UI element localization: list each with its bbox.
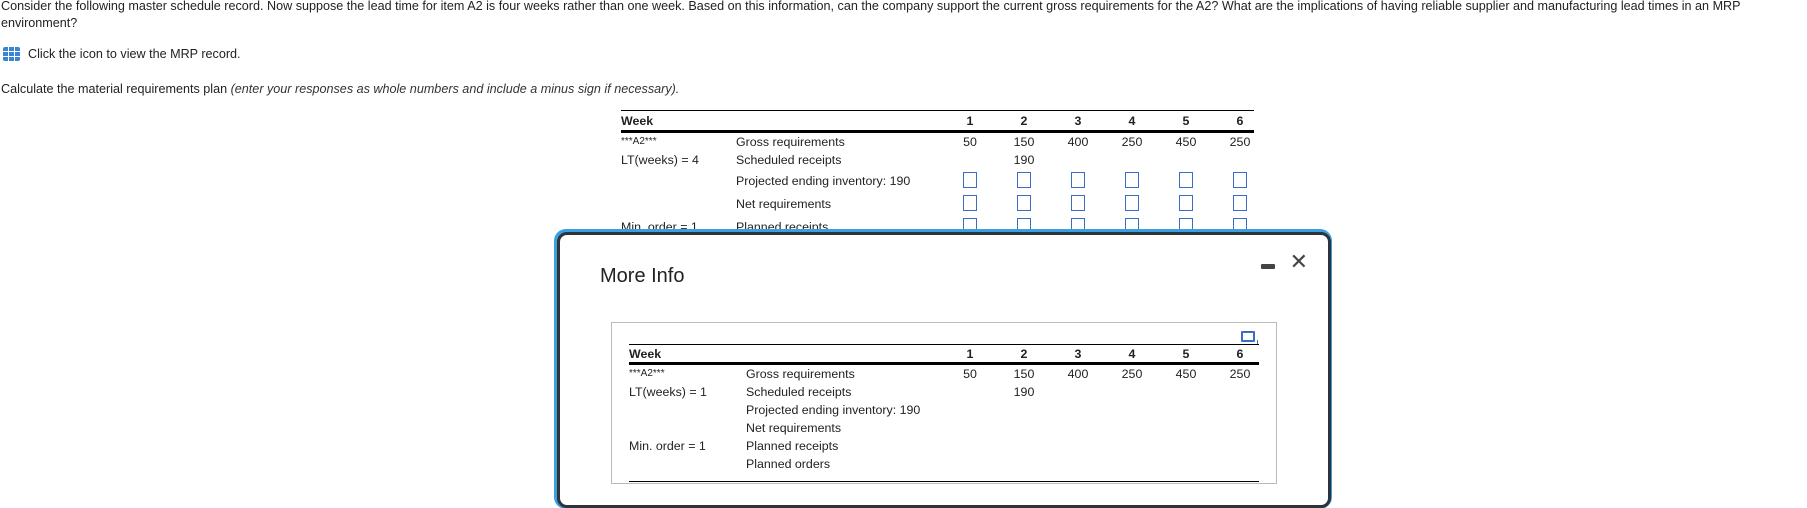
cell: 150 [1013,367,1035,381]
cell: 190 [1013,385,1035,399]
row-label: Planned receipts [746,439,839,453]
projected-input-week-3[interactable] [1071,172,1085,188]
net-input-week-6[interactable] [1233,195,1247,211]
week-1: 1 [966,347,974,361]
net-input-week-4[interactable] [1125,195,1139,211]
projected-input-week-2[interactable] [1017,172,1031,188]
week-2: 2 [1020,347,1028,361]
week-6: 6 [1236,114,1244,128]
week-4: 4 [1128,114,1136,128]
cell: 400 [1067,367,1089,381]
popout-icon[interactable] [1241,331,1258,345]
min-order: Min. order = 1 [621,220,698,234]
divider [621,130,1254,133]
divider [629,362,1259,365]
cell: 250 [1229,135,1251,149]
lead-time: LT(weeks) = 1 [629,385,707,399]
cell: 250 [1121,367,1143,381]
modal-title: More Info [600,265,685,287]
item-name: ***A2*** [629,368,665,379]
more-info-modal: More Info ✕ Week 1 2 3 4 5 6 ***A2*** Gr… [557,232,1331,508]
close-icon[interactable]: ✕ [1289,249,1308,274]
divider [621,110,1254,111]
row-label: Planned orders [746,457,831,471]
cell: 400 [1067,135,1089,149]
row-label: Projected ending inventory: 190 [736,174,911,188]
row-label: Net requirements [746,421,842,435]
week-2: 2 [1020,114,1028,128]
week-3: 3 [1074,114,1082,128]
lead-time: LT(weeks) = 4 [621,153,699,167]
projected-input-week-6[interactable] [1233,172,1247,188]
cell: 190 [1013,153,1035,167]
row-label: Gross requirements [746,367,855,381]
cell: 50 [963,367,977,381]
view-mrp-record-link[interactable]: Click the icon to view the MRP record. [3,47,241,61]
week-5: 5 [1182,114,1190,128]
row-label: Net requirements [736,197,832,211]
table-grid-icon[interactable] [3,47,20,61]
row-label: Gross requirements [736,135,845,149]
week-3: 3 [1074,347,1082,361]
net-input-week-5[interactable] [1179,195,1193,211]
week-label: Week [629,347,662,361]
week-6: 6 [1236,347,1244,361]
net-input-week-3[interactable] [1071,195,1085,211]
mrp-record-panel: Week 1 2 3 4 5 6 ***A2*** Gross requirem… [611,322,1277,484]
instructions-hint: (enter your responses as whole numbers a… [230,82,680,96]
projected-input-week-4[interactable] [1125,172,1139,188]
projected-input-week-5[interactable] [1179,172,1193,188]
week-5: 5 [1182,347,1190,361]
mrp-link-label: Click the icon to view the MRP record. [28,47,241,61]
minimize-icon[interactable] [1261,264,1275,269]
question-text: Consider the following master schedule r… [1,0,1741,30]
week-1: 1 [966,114,974,128]
instructions: Calculate the material requirements plan… [1,82,679,96]
min-order: Min. order = 1 [629,439,706,453]
cell: 250 [1229,367,1251,381]
row-label: Projected ending inventory: 190 [746,403,921,417]
projected-input-week-1[interactable] [963,172,977,188]
week-label: Week [621,114,654,128]
week-4: 4 [1128,347,1136,361]
row-label: Planned receipts [736,220,829,234]
cell: 150 [1013,135,1035,149]
net-input-week-1[interactable] [963,195,977,211]
cell: 250 [1121,135,1143,149]
instructions-main: Calculate the material requirements plan [1,82,231,96]
net-input-week-2[interactable] [1017,195,1031,211]
cell: 450 [1175,367,1197,381]
divider [629,481,1259,482]
row-label: Scheduled receipts [736,153,842,167]
cell: 450 [1175,135,1197,149]
item-name: ***A2*** [621,136,657,147]
cell: 50 [963,135,977,149]
divider [629,344,1259,345]
row-label: Scheduled receipts [746,385,852,399]
